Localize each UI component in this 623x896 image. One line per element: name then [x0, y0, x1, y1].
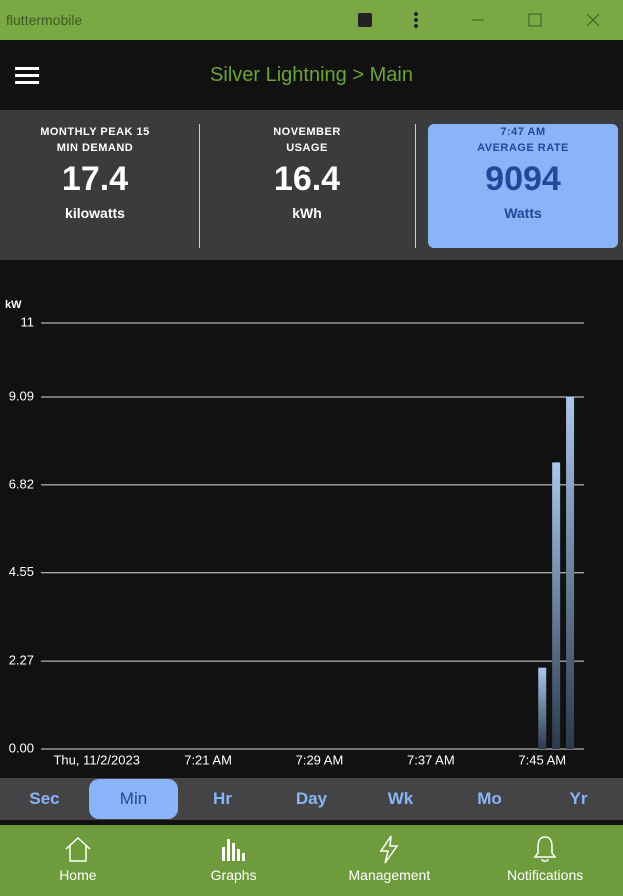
menu-icon[interactable]	[414, 12, 418, 28]
range-tab[interactable]: Wk	[387, 789, 414, 808]
stat-card: MONTHLY PEAK 15 MIN DEMAND 17.4 kilowatt…	[0, 124, 190, 248]
nav-icon	[533, 836, 557, 862]
hamburger-menu[interactable]	[13, 62, 43, 92]
separator	[199, 124, 200, 248]
nav-icon	[379, 835, 399, 864]
range-tabs: Sec Min Hr Day Wk Mo Yr	[0, 778, 623, 820]
range-tab[interactable]: Sec	[29, 789, 60, 808]
maximize[interactable]	[528, 13, 542, 27]
bottom-nav: Home Graphs Management Notifications	[0, 825, 623, 896]
y-tick-label: 2.27	[9, 653, 34, 668]
stat-value: 17.4	[61, 160, 129, 198]
nav-item[interactable]: Home	[0, 825, 156, 896]
range-tab[interactable]: Day	[295, 789, 328, 808]
stat-label: AVERAGE RATE	[477, 142, 569, 154]
nav-label: Graphs	[210, 867, 257, 883]
nav-item[interactable]: Graphs	[156, 825, 312, 896]
y-tick-label: 6.82	[9, 476, 34, 491]
x-tick-label: 7:45 AM	[518, 752, 566, 767]
x-tick-label: 7:21 AM	[184, 752, 232, 767]
x-tick-label: Thu, 11/2/2023	[53, 752, 140, 767]
stats-panel: MONTHLY PEAK 15 MIN DEMAND 17.4 kilowatt…	[0, 110, 623, 260]
close[interactable]	[586, 13, 600, 27]
stat-unit: kWh	[292, 205, 322, 221]
nav-label: Notifications	[506, 867, 584, 883]
nav-icon	[221, 839, 245, 861]
stat-label: MONTHLY PEAK 15 MIN DEMAND	[40, 126, 150, 154]
window-title: fluttermobile	[6, 12, 83, 28]
chart: kW 0.00 2.27 4.55 6.82 9.09 11 Thu, 11/2/2023 7…	[5, 299, 584, 767]
separator	[415, 124, 416, 248]
y-tick-label: 9.09	[9, 388, 34, 403]
stat-unit: Watts	[504, 205, 542, 221]
stat-label: NOVEMBER USAGE	[273, 126, 341, 154]
extension-icon[interactable]	[358, 13, 372, 27]
x-tick-label: 7:37 AM	[407, 752, 455, 767]
nav-label: Home	[59, 867, 97, 883]
bar	[538, 667, 547, 749]
y-tick-label: 4.55	[9, 564, 34, 579]
app-header: Silver Lightning > Main	[0, 40, 623, 110]
stat-value: 16.4	[273, 160, 341, 198]
stat-time: 7:47 AM	[500, 126, 546, 138]
window-titlebar: fluttermobile	[0, 0, 623, 40]
range-tab[interactable]: Yr	[569, 789, 588, 808]
nav-icon	[65, 836, 91, 862]
range-tab[interactable]: Min	[89, 779, 178, 819]
x-tick-label: 7:29 AM	[296, 752, 344, 767]
range-tab[interactable]: Mo	[477, 789, 502, 808]
nav-item[interactable]: Management	[312, 825, 468, 896]
nav-item[interactable]: Notifications	[467, 825, 623, 896]
stat-card: NOVEMBER USAGE 16.4 kWh	[212, 124, 402, 248]
stat-unit: kilowatts	[65, 205, 125, 221]
bar	[552, 462, 561, 749]
y-tick-label: 0.00	[9, 740, 34, 755]
y-tick-label: 11	[21, 314, 35, 329]
window-controls	[358, 12, 600, 28]
nav-label: Management	[348, 867, 431, 883]
stat-card: 7:47 AM AVERAGE RATE 9094 Watts	[428, 124, 618, 248]
page-title: Silver Lightning > Main	[210, 64, 413, 86]
stat-value: 9094	[485, 160, 561, 198]
y-axis-label: kW	[5, 299, 22, 311]
bar	[566, 396, 575, 749]
range-tab[interactable]: Hr	[213, 789, 232, 808]
